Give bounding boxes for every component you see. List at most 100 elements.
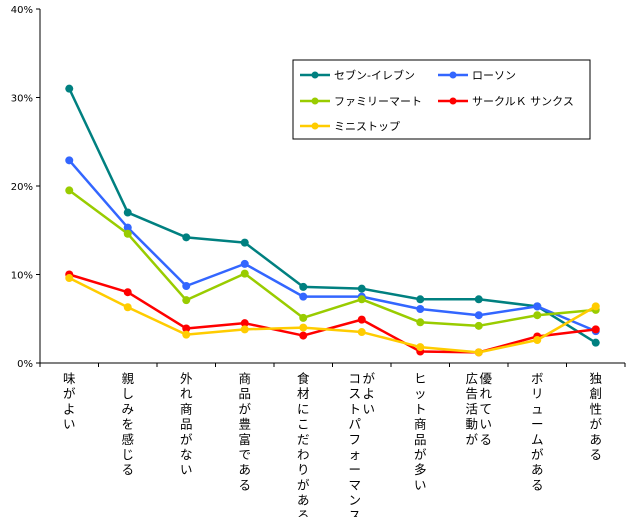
x-tick-char: 親 xyxy=(121,371,134,386)
x-tick-char: こ xyxy=(297,417,310,432)
data-point xyxy=(123,208,132,217)
data-point xyxy=(123,229,132,238)
data-point xyxy=(416,295,425,304)
x-tick-char: る xyxy=(121,462,134,477)
data-point xyxy=(123,223,132,232)
data-point xyxy=(240,238,249,247)
x-tick-char: れ xyxy=(180,386,193,401)
x-tick-char: い xyxy=(63,417,76,432)
data-point xyxy=(182,296,191,305)
legend-label: セブン-イレブン xyxy=(334,68,415,82)
x-tick-char: よ xyxy=(362,386,375,401)
data-point xyxy=(65,84,74,93)
data-point xyxy=(591,338,600,347)
x-tick-char: よ xyxy=(63,401,76,416)
data-point xyxy=(65,274,74,283)
data-point xyxy=(474,311,483,320)
x-tick-char: ト xyxy=(414,401,427,416)
x-tick-char: が xyxy=(238,401,251,416)
legend-label: ローソン xyxy=(472,69,516,82)
series-layer xyxy=(65,84,600,357)
data-point xyxy=(182,324,191,333)
x-tick-char: に xyxy=(297,401,310,416)
x-tick-char: 品 xyxy=(414,432,427,447)
data-point xyxy=(357,284,366,293)
x-tick-char: る xyxy=(479,432,492,447)
x-tick-char: 感 xyxy=(121,432,134,447)
x-tick-char: あ xyxy=(531,462,544,477)
x-tick-char: 創 xyxy=(589,386,602,401)
series-line xyxy=(68,276,597,354)
legend-label: サークルＫ サンクス xyxy=(472,95,574,108)
data-point xyxy=(533,311,542,320)
x-tick-char: あ xyxy=(589,432,602,447)
legend-swatch-marker xyxy=(311,71,319,79)
x-tick-char: パ xyxy=(348,417,361,432)
x-tick-char: ー xyxy=(348,462,361,477)
data-point xyxy=(357,315,366,324)
x-tick-char: フ xyxy=(348,432,361,447)
legend-entry: サークルＫ サンクス xyxy=(438,95,574,108)
legend-label: ミニストップ xyxy=(334,120,400,133)
series-line xyxy=(68,88,597,344)
x-tick-char: が xyxy=(465,432,478,447)
data-point xyxy=(123,288,132,297)
x-tick-char: る xyxy=(238,477,251,492)
series-line xyxy=(68,189,596,328)
data-point xyxy=(533,302,542,311)
legend-entry: ローソン xyxy=(438,69,516,82)
data-point xyxy=(474,348,483,357)
x-tick-char: る xyxy=(531,477,544,492)
legend-label: ファミリーマート xyxy=(334,95,422,108)
x-tick-char: リ xyxy=(531,386,544,401)
data-point xyxy=(240,325,249,334)
x-tick-char: ュ xyxy=(531,401,544,416)
data-point xyxy=(240,269,249,278)
x-tick-char: い xyxy=(414,477,427,492)
legend-box xyxy=(292,59,591,140)
data-point xyxy=(182,330,191,339)
data-point xyxy=(591,302,600,311)
data-point xyxy=(240,259,249,268)
x-tick-char: コ xyxy=(348,371,361,386)
x-tick-char: 多 xyxy=(414,462,427,477)
x-tick-char: で xyxy=(238,447,251,462)
x-tick-char: い xyxy=(362,401,375,416)
data-point xyxy=(65,186,74,195)
axes: 0%10%20%30%40%味がよい親しみを感じる外れ商品がない商品が豊富である… xyxy=(11,5,626,517)
x-tick-char: る xyxy=(589,447,602,462)
data-point xyxy=(533,335,542,344)
x-tick-char: み xyxy=(121,401,134,416)
x-tick-char: を xyxy=(121,417,134,432)
x-tick-char: わ xyxy=(297,447,310,462)
x-tick-char: 告 xyxy=(465,386,478,401)
series-4 xyxy=(65,274,600,357)
x-tick-char: ン xyxy=(348,493,361,508)
x-tick-char: 商 xyxy=(414,417,427,432)
x-tick-char: る xyxy=(297,508,310,517)
x-tick-char: ボ xyxy=(531,371,544,386)
x-tick-char: あ xyxy=(238,462,251,477)
series-line xyxy=(68,273,596,354)
x-tick-char: れ xyxy=(479,386,492,401)
data-point xyxy=(474,321,483,330)
x-tick-char: 性 xyxy=(589,401,602,416)
x-tick-char: い xyxy=(479,417,492,432)
x-tick-char: り xyxy=(297,462,310,477)
x-tick-char: が xyxy=(414,447,427,462)
data-point xyxy=(299,331,308,340)
x-tick-char: 商 xyxy=(238,371,251,386)
x-tick-char: し xyxy=(121,386,134,401)
series-2 xyxy=(65,186,600,330)
legend-swatch-marker xyxy=(311,122,319,130)
y-tick-label: 0% xyxy=(17,359,33,370)
x-tick-char: な xyxy=(180,447,193,462)
